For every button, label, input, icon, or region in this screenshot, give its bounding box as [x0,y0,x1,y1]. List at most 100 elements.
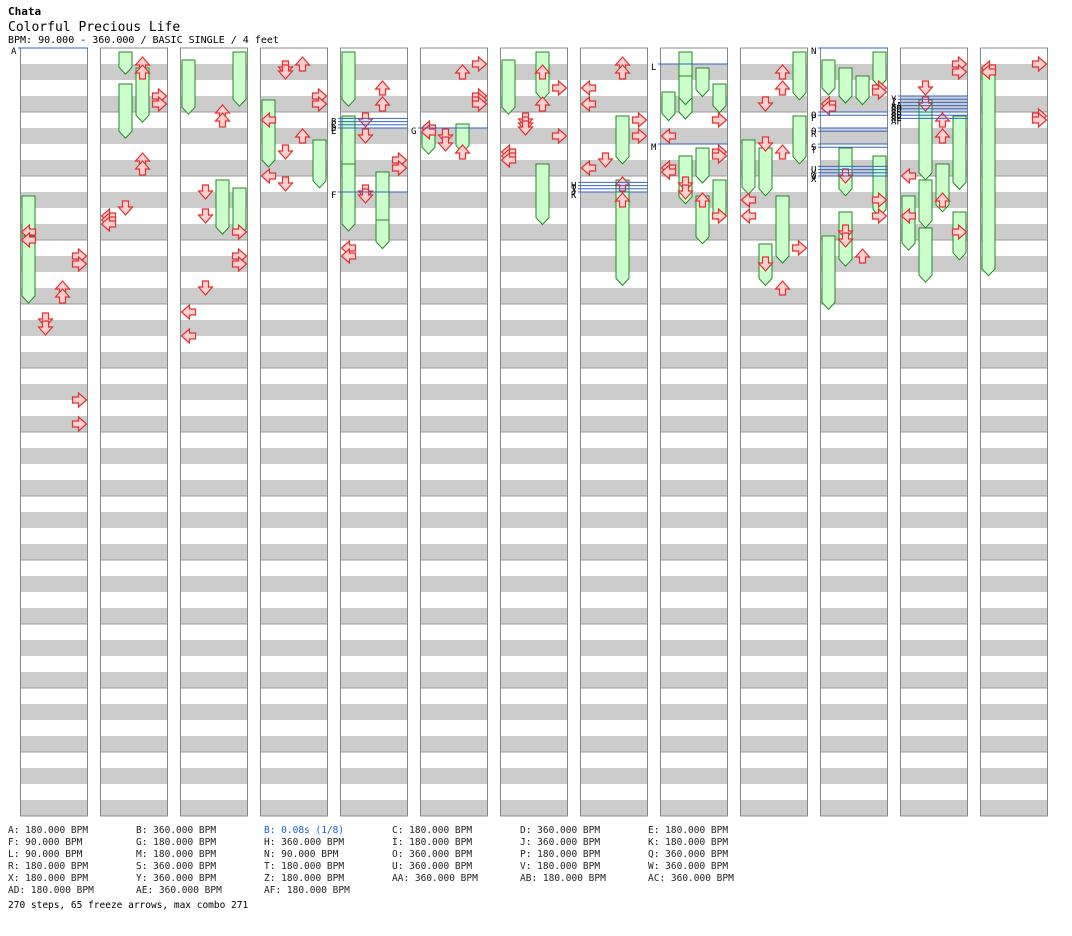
beat-stripe [980,64,1048,80]
step-arrow-right [711,111,728,129]
beat-stripe [100,736,168,752]
beat-stripe [580,576,648,592]
step-arrow-right [631,111,648,129]
artist-name: Chata [8,5,42,18]
beat-stripe [20,384,88,400]
beat-stripe [340,160,408,176]
freeze-arrow [838,67,853,104]
beat-stripe [180,256,248,272]
beat-stripe [340,352,408,368]
beat-stripe [500,224,568,240]
beat-stripe [820,512,888,528]
bpm-marker-label: C [331,121,336,131]
step-arrow-left [580,159,597,177]
beat-stripe [660,384,728,400]
bpm-legend-entry: AE: 360.000 BPM [136,885,222,896]
beat-stripe [740,288,808,304]
beat-stripe [580,192,648,208]
beat-stripe [500,160,568,176]
beat-stripe [260,224,328,240]
freeze-arrow [678,75,693,106]
step-arrow-left [580,95,597,113]
beat-stripe [420,224,488,240]
bpm-legend-row: L: 90.000 BPM M: 180.000 BPM N: 90.000 BPM… [8,849,776,861]
bpm-legend-entry: A: 180.000 BPM [8,825,89,836]
beat-stripe [980,608,1048,624]
beat-stripe [580,352,648,368]
beat-stripe [980,704,1048,720]
chart-column-0 [20,47,88,817]
bpm-marker-label: AC [891,108,902,118]
beat-stripe [20,160,88,176]
bpm-marker-label: H [571,181,576,191]
freeze-arrow [695,67,710,98]
beat-stripe [100,160,168,176]
beat-stripe [740,96,808,112]
step-arrow-right [871,83,888,101]
beat-stripe [900,64,968,80]
beat-stripe [260,736,328,752]
bpm-legend-row: F: 90.000 BPM G: 180.000 BPM H: 360.000 BP… [8,837,776,849]
beat-stripe [900,448,968,464]
step-arrow-right [471,55,488,73]
bpm-marker-label: K [571,191,577,201]
bpm-legend-entry: N: 90.000 BPM [264,849,339,860]
bpm-marker-label: Z [891,98,897,108]
beat-stripe [660,320,728,336]
beat-stripe [820,608,888,624]
bpm-marker-label: AA [891,101,902,111]
beat-stripe [420,512,488,528]
beat-stripe [580,160,648,176]
beat-stripe [820,544,888,560]
column-frame [500,47,568,817]
beat-stripe [420,672,488,688]
beat-stripe [500,544,568,560]
step-arrow-left [100,215,117,233]
bpm-legend-entry: I: 180.000 BPM [392,837,473,848]
bpm-marker-label: AF [891,117,902,127]
beat-stripe [820,320,888,336]
step-arrow-left [260,167,277,185]
beat-stripe [340,96,408,112]
beat-stripe [20,320,88,336]
beat-stripe [740,192,808,208]
beat-stripe [500,256,568,272]
bpm-legend: A: 180.000 BPM B: 360.000 BPM B: 0.08s (1/… [8,825,776,897]
column-frame [660,47,728,817]
beat-stripe [20,128,88,144]
beat-stripe [580,704,648,720]
beat-stripe [100,320,168,336]
step-arrow-up [54,288,71,304]
beat-stripe [420,160,488,176]
chart-column-4 [340,47,408,817]
bpm-legend-entry: X: 180.000 BPM [8,873,89,884]
bpm-legend-entry: AD: 180.000 BPM [8,885,94,896]
bpm-marker-label: B [331,117,336,127]
column-frame [420,47,488,817]
beat-stripe [900,544,968,560]
beat-stripe [820,704,888,720]
column-frame [580,47,648,817]
step-arrow-down [357,112,374,128]
beat-stripe [340,128,408,144]
beat-stripe [980,672,1048,688]
beat-stripe [20,800,88,816]
beat-stripe [420,448,488,464]
freeze-arrow [712,83,727,114]
bpm-legend-row: A: 180.000 BPM B: 360.000 BPM B: 0.08s (1/… [8,825,776,837]
beat-stripe [420,640,488,656]
beat-stripe [900,576,968,592]
beat-stripe [820,192,888,208]
step-arrow-left [580,79,597,97]
beat-stripe [740,352,808,368]
beat-stripe [260,672,328,688]
beat-stripe [500,288,568,304]
beat-stripe [660,704,728,720]
freeze-arrow [775,195,790,264]
beat-stripe [20,192,88,208]
bpm-marker-label: E [331,127,336,137]
beat-stripe [820,288,888,304]
beat-stripe [820,576,888,592]
bpm-legend-entry: P: 180.000 BPM [520,849,601,860]
